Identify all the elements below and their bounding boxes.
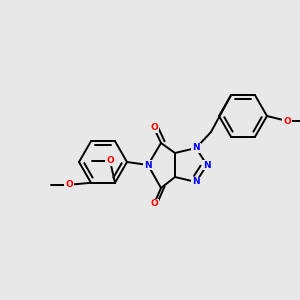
Text: N: N xyxy=(192,143,200,152)
Text: O: O xyxy=(65,180,73,189)
Text: O: O xyxy=(283,116,291,125)
Text: O: O xyxy=(106,156,114,165)
Text: N: N xyxy=(203,160,211,169)
Text: N: N xyxy=(144,160,152,169)
Text: O: O xyxy=(150,200,158,208)
Text: O: O xyxy=(150,124,158,133)
Text: N: N xyxy=(192,178,200,187)
